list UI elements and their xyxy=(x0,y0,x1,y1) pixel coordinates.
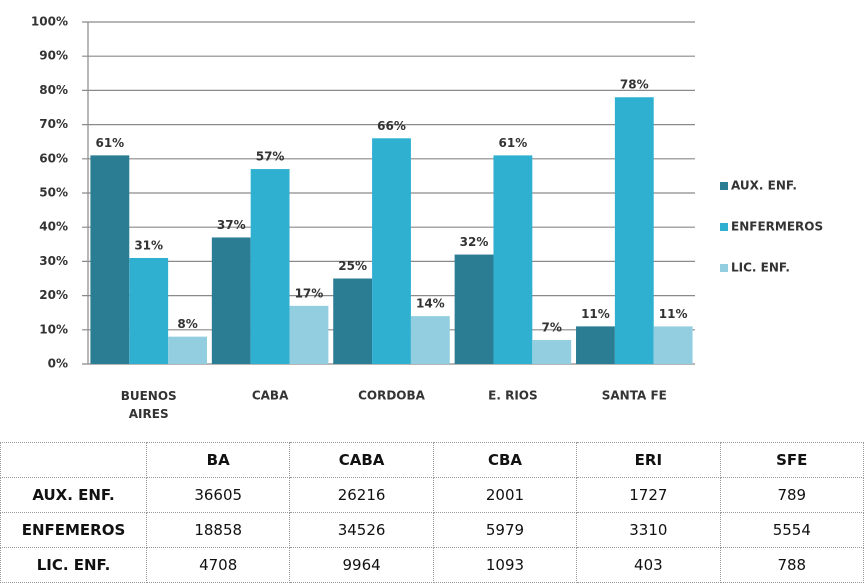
table-cell: ERI xyxy=(576,442,721,478)
legend-label: LIC. ENF. xyxy=(731,261,790,275)
table-cell: SFE xyxy=(719,442,864,478)
table-cell: ENFEMEROS xyxy=(0,512,147,548)
y-tick-label: 20% xyxy=(39,288,68,302)
table-cell: 26216 xyxy=(289,477,434,513)
data-label: 57% xyxy=(256,150,285,164)
table-cell: 9964 xyxy=(289,547,434,583)
data-label: 66% xyxy=(377,119,406,133)
data-label: 8% xyxy=(177,317,197,331)
y-tick-label: 90% xyxy=(39,49,68,63)
table-cell: CABA xyxy=(289,442,434,478)
x-tick-label: BUENOS AIRES xyxy=(121,389,177,421)
table-cell: 5554 xyxy=(719,512,864,548)
table-cell: 18858 xyxy=(145,512,291,548)
chart: 0% 10% 20% 30% 40% 50% 60% 70% 80% 90% 100% BUENOS A… xyxy=(31,15,823,421)
legend-label: ENFERMEROS xyxy=(731,220,823,234)
bar xyxy=(410,316,450,364)
table-cell xyxy=(0,442,147,478)
bar xyxy=(614,97,654,365)
y-tick-label: 50% xyxy=(39,186,68,200)
data-label: 11% xyxy=(581,307,610,321)
data-label: 37% xyxy=(217,218,246,232)
table-cell: LIC. ENF. xyxy=(0,547,147,583)
y-tick-label: 40% xyxy=(39,220,68,234)
y-tick-label: 80% xyxy=(39,83,68,97)
bar xyxy=(576,326,615,364)
table-body: BA CABA CBA ERI SFE AUX. ENF. 36605 26216 2001 17… xyxy=(0,442,864,583)
bar xyxy=(493,155,533,364)
y-tick-label: 30% xyxy=(39,254,68,268)
x-tick-label: SANTA FE xyxy=(602,389,667,403)
table-row: ENFEMEROS 18858 34526 5979 3310 5554 xyxy=(0,512,864,548)
table-cell: CBA xyxy=(432,442,578,478)
legend-swatch xyxy=(720,223,728,231)
table-cell: 3310 xyxy=(576,512,721,548)
x-tick-label: CABA xyxy=(252,389,289,403)
data-label: 32% xyxy=(460,235,489,249)
table-cell: 789 xyxy=(719,477,864,513)
data-label: 7% xyxy=(542,321,562,335)
bar xyxy=(289,305,329,364)
table-cell: 36605 xyxy=(145,477,291,513)
y-tick-label: 0% xyxy=(48,357,68,371)
table-cell: 1727 xyxy=(576,477,721,513)
data-label: 31% xyxy=(134,238,163,252)
data-label: 25% xyxy=(338,259,367,273)
table-cell: 4708 xyxy=(145,547,291,583)
table-row: LIC. ENF. 4708 9964 1093 403 788 xyxy=(0,547,864,583)
bar xyxy=(129,257,169,364)
table-row: AUX. ENF. 36605 26216 2001 1727 789 xyxy=(0,477,864,513)
table-row: BA CABA CBA ERI SFE xyxy=(0,442,864,478)
bar xyxy=(333,278,373,364)
bar xyxy=(168,336,207,364)
data-label: 61% xyxy=(499,136,528,150)
data-label: 78% xyxy=(620,78,649,92)
bar xyxy=(532,340,572,364)
table-cell: 403 xyxy=(576,547,721,583)
bar xyxy=(372,138,411,364)
table-cell: 5979 xyxy=(432,512,578,548)
bar xyxy=(653,326,693,364)
legend-label: AUX. ENF. xyxy=(731,179,797,193)
table-cell: 2001 xyxy=(432,477,578,513)
table-cell: 1093 xyxy=(432,547,578,583)
table-cell: 788 xyxy=(719,547,864,583)
y-tick-label: 70% xyxy=(39,117,68,131)
x-tick-label: CORDOBA xyxy=(358,389,426,403)
data-label: 14% xyxy=(416,297,445,311)
table-cell: BA xyxy=(145,442,291,478)
y-tick-label: 100% xyxy=(31,15,68,29)
data-label: 11% xyxy=(659,307,688,321)
bar xyxy=(250,169,290,364)
bar xyxy=(90,155,130,364)
y-tick-label: 60% xyxy=(39,151,68,165)
bar xyxy=(454,254,494,364)
table-cell: 34526 xyxy=(289,512,434,548)
legend-swatch xyxy=(720,182,728,190)
y-tick-label: 10% xyxy=(39,322,68,336)
data-label: 61% xyxy=(95,136,124,150)
data-label: 17% xyxy=(295,286,324,300)
data-table: BA CABA CBA ERI SFE AUX. ENF. 36605 26216 2001 17… xyxy=(0,442,864,583)
legend-swatch xyxy=(720,264,728,272)
table-cell: AUX. ENF. xyxy=(0,477,147,513)
bar xyxy=(211,237,251,364)
x-tick-label: E. RIOS xyxy=(488,389,537,403)
